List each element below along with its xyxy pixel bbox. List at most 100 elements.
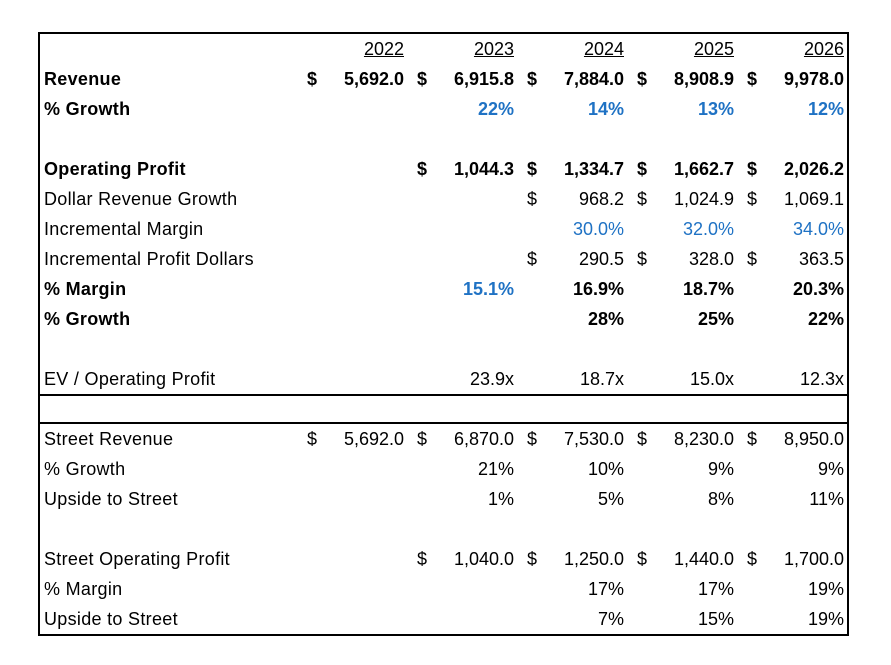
cell-value: 328.0 [688,249,734,269]
cell-value: 14% [587,99,624,119]
cell: $1,700.0 [737,544,847,574]
cell-value: 7% [597,609,624,629]
cell: 7% [517,604,627,634]
cell-value: 25% [697,309,734,329]
currency-symbol: $ [747,69,758,89]
year-header: 2024 [583,39,624,59]
currency-symbol: $ [527,159,538,179]
cell [407,184,517,214]
cell: 12% [737,94,847,124]
cell-value: 15% [697,609,734,629]
cell-value: 23.9x [469,369,514,389]
cell [297,214,407,244]
row-label: % Growth [44,459,126,479]
row-label: Street Revenue [44,429,174,449]
cell-value: 8,950.0 [783,429,844,449]
table-row: Revenue $5,692.0 $6,915.8 $7,884.0 $8,908.9 $… [40,64,847,94]
cell-value: 16.9% [572,279,624,299]
cell-value: 7,884.0 [563,69,624,89]
row-label: Street Operating Profit [44,549,230,569]
cell [297,154,407,184]
table-row: Operating Profit $1,044.3 $1,334.7 $1,662.7… [40,154,847,184]
cell-value: 21% [477,459,514,479]
row-label: Upside to Street [44,609,178,629]
cell: 16.9% [517,274,627,304]
currency-symbol: $ [417,69,428,89]
cell: $1,069.1 [737,184,847,214]
cell [297,304,407,334]
cell-value: 2,026.2 [783,159,844,179]
currency-symbol: $ [527,189,538,209]
cell-value: 1,040.0 [453,549,514,569]
cell-value: 18.7% [682,279,734,299]
cell-value: 13% [697,99,734,119]
blank-row [40,334,847,364]
cell: $328.0 [627,244,737,274]
cell-value: 290.5 [578,249,624,269]
cell [297,184,407,214]
table-row: % Growth 21% 10% 9% 9% [40,454,847,484]
cell-value: 7,530.0 [563,429,624,449]
currency-symbol: $ [637,429,648,449]
cell-value: 12.3x [799,369,844,389]
currency-symbol: $ [747,189,758,209]
cell: $8,908.9 [627,64,737,94]
cell: $1,662.7 [627,154,737,184]
cell-value: 9,978.0 [783,69,844,89]
cell: $1,334.7 [517,154,627,184]
table-row: Street Operating Profit $1,040.0 $1,250.0 $… [40,544,847,574]
currency-symbol: $ [417,159,428,179]
cell-value: 19% [807,579,844,599]
cell [407,244,517,274]
cell: 25% [627,304,737,334]
cell: 12.3x [737,364,847,394]
cell: $1,024.9 [627,184,737,214]
table-row: Upside to Street 1% 5% 8% 11% [40,484,847,514]
table-row: Street Revenue $5,692.0 $6,870.0 $7,530.0 $8… [40,424,847,454]
currency-symbol: $ [637,249,648,269]
row-label: Upside to Street [44,489,178,509]
currency-symbol: $ [307,429,318,449]
cell: $968.2 [517,184,627,214]
cell: 30.0% [517,214,627,244]
cell: 15.0x [627,364,737,394]
currency-symbol: $ [417,549,428,569]
table-row: Upside to Street 7% 15% 19% [40,604,847,634]
row-label: Dollar Revenue Growth [44,189,238,209]
table-row: Dollar Revenue Growth $968.2 $1,024.9 $1,06… [40,184,847,214]
cell-value: 1,700.0 [783,549,844,569]
table-row: % Margin 17% 17% 19% [40,574,847,604]
currency-symbol: $ [637,159,648,179]
cell: 23.9x [407,364,517,394]
header-row: 2022 2023 2024 2025 2026 [40,34,847,64]
year-header: 2026 [803,39,844,59]
cell-value: 1,044.3 [453,159,514,179]
cell [297,604,407,634]
currency-symbol: $ [747,429,758,449]
cell: $1,040.0 [407,544,517,574]
cell: 5% [517,484,627,514]
row-label: % Margin [44,279,127,299]
currency-symbol: $ [747,249,758,269]
cell: $1,250.0 [517,544,627,574]
cell: 22% [407,94,517,124]
cell: 17% [517,574,627,604]
cell-value: 30.0% [572,219,624,239]
cell-value: 8,908.9 [673,69,734,89]
row-label: Revenue [44,69,122,89]
cell: $1,440.0 [627,544,737,574]
cell: 10% [517,454,627,484]
cell-value: 9% [817,459,844,479]
cell: 22% [737,304,847,334]
cell [297,454,407,484]
cell-value: 5,692.0 [343,69,404,89]
cell-value: 5% [597,489,624,509]
cell-value: 28% [587,309,624,329]
cell [297,94,407,124]
cell-value: 12% [807,99,844,119]
cell: $290.5 [517,244,627,274]
cell: $6,915.8 [407,64,517,94]
cell: 14% [517,94,627,124]
row-label: EV / Operating Profit [44,369,216,389]
